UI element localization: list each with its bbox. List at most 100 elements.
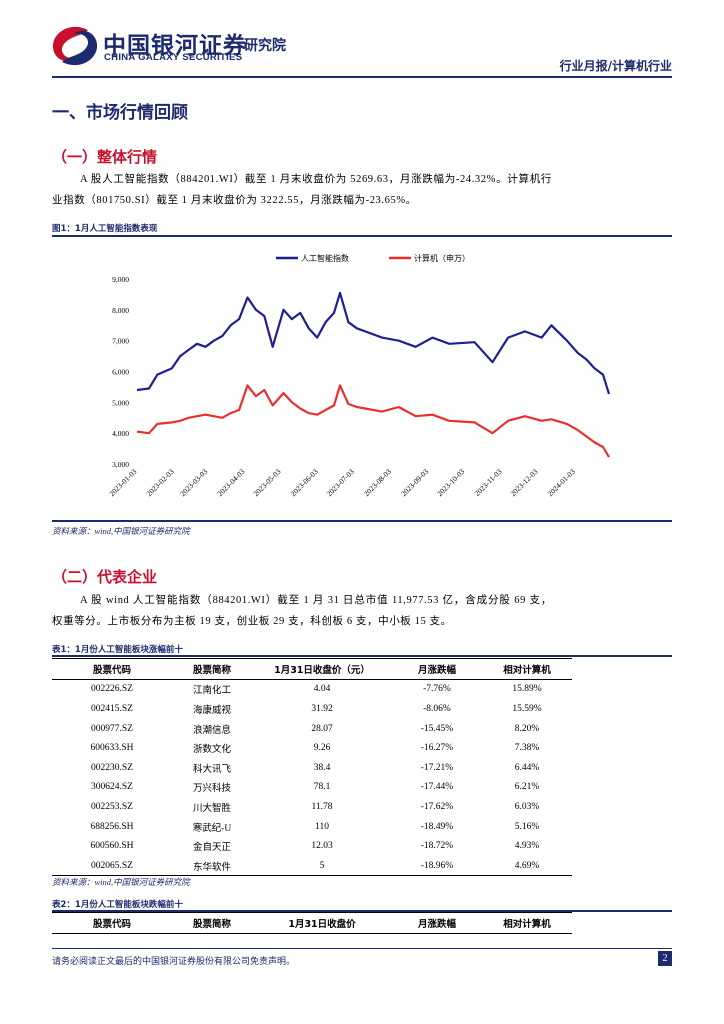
series-line	[136, 291, 611, 395]
table-cell: -17.21%	[420, 762, 454, 773]
header-cell: 月涨跌幅	[392, 912, 482, 934]
table-cell: 科大讯飞	[192, 764, 231, 775]
table: 股票代码 股票简称 1月31日收盘价（元） 月涨跌幅 相对计算机 002226.SZ 江南化…	[52, 658, 572, 876]
table-cell: 9.26	[313, 743, 331, 754]
logo-text: 中国银河证券	[103, 33, 247, 59]
table-cell: 浙数文化	[192, 745, 231, 756]
table-cell: 78.1	[313, 782, 331, 793]
x-tick-label: 2023-01-03	[107, 467, 138, 498]
caption-rule	[52, 910, 672, 912]
header-cell: 相对计算机	[482, 658, 572, 680]
table-cell: 002230.SZ	[91, 762, 133, 773]
table-row: 000977.SZ 浪潮信息 28.07 -15.45% 8.20%	[52, 719, 572, 739]
x-tick-label: 2023-05-03	[251, 467, 282, 498]
legend-label: 人工智能指数	[301, 253, 349, 263]
table-cell: 6.44%	[514, 762, 540, 773]
table-cell: -16.27%	[420, 743, 454, 754]
table-cell: 300624.SZ	[91, 782, 133, 793]
header-cell: 股票代码	[52, 912, 172, 934]
figure-source: 资料来源：wind,中国银河证券研究院	[52, 526, 190, 536]
table-cell: 5.16%	[514, 821, 540, 832]
x-tick-label: 2023-07-03	[325, 467, 356, 498]
table-cell: 7.38%	[514, 743, 540, 754]
table-cell: 002253.SZ	[91, 801, 133, 812]
table-cell: 4.04	[313, 684, 331, 695]
table-cell: 002415.SZ	[91, 703, 133, 714]
table-cell: -18.49%	[420, 821, 454, 832]
header-cell: 月涨跌幅	[392, 658, 482, 680]
subsection-title: （二）代表企业	[52, 568, 158, 586]
disclaimer: 请务必阅读正文最后的中国银河证券股份有限公司免责声明。	[52, 957, 296, 967]
table-cell: 4.93%	[514, 841, 540, 852]
table-row: 002253.SZ 川大智胜 11.78 -17.62% 6.03%	[52, 797, 572, 817]
table-caption: 表2：1月份人工智能板块跌幅前十	[52, 900, 183, 910]
table-cell: 000977.SZ	[91, 723, 133, 734]
x-tick-label: 2023-06-03	[289, 467, 320, 498]
section-title: 一、市场行情回顾	[52, 103, 188, 123]
table-cell: 002226.SZ	[91, 684, 133, 695]
header-cell: 相对计算机	[482, 912, 572, 934]
subsection-title: （一）整体行情	[52, 148, 158, 166]
table-cell: 5	[319, 860, 325, 871]
y-tick-label: 5,000	[112, 398, 129, 407]
table-cell: 川大智胜	[192, 803, 231, 814]
table-row: 688256.SH 寒武纪-U 110 -18.49% 5.16%	[52, 817, 572, 837]
table-cell: 31.92	[311, 703, 333, 714]
table-row: 600560.SH 金自天正 12.03 -18.72% 4.93%	[52, 836, 572, 856]
table-cell: 东华软件	[192, 862, 231, 873]
paragraph: A 股人工智能指数（884201.WI）截至 1 月末收盘价为 5269.63，…	[52, 174, 552, 206]
source-rule	[52, 520, 672, 522]
legend-label: 计算机（申万）	[414, 253, 470, 263]
report-type: 行业月报/计算机行业	[559, 59, 672, 73]
table-source: 资料来源：wind,中国银河证券研究院	[52, 875, 572, 888]
table-row: 300624.SZ 万兴科技 78.1 -17.44% 6.21%	[52, 778, 572, 798]
y-tick-label: 7,000	[112, 337, 129, 346]
table-cell: -8.06%	[423, 703, 451, 714]
header-rule	[52, 76, 672, 78]
table-cell: 万兴科技	[192, 784, 231, 795]
table-cell: 15.89%	[512, 684, 542, 695]
series-line	[136, 384, 610, 458]
y-tick-label: 8,000	[112, 306, 129, 315]
table-cell: 12.03	[311, 841, 333, 852]
table-cell: 海康威视	[192, 705, 231, 716]
x-tick-label: 2023-09-03	[399, 467, 430, 498]
y-tick-label: 9,000	[112, 275, 129, 284]
header-row: 股票代码 股票简称 1月31日收盘价 月涨跌幅 相对计算机	[52, 912, 572, 934]
table-cell: 38.4	[313, 762, 331, 773]
x-tick-label: 2023-04-03	[215, 467, 246, 498]
table-row: 600633.SH 浙数文化 9.26 -16.27% 7.38%	[52, 738, 572, 758]
caption-rule	[52, 655, 672, 657]
institute: 研究院	[244, 38, 286, 54]
logo-mark	[52, 26, 98, 66]
table-cell: 002065.SZ	[91, 860, 133, 871]
table-cell: 11.78	[311, 801, 333, 812]
table: 股票代码 股票简称 1月31日收盘价 月涨跌幅 相对计算机	[52, 912, 572, 934]
x-tick-label: 2023-08-03	[362, 467, 393, 498]
table-cell: 4.69%	[514, 860, 540, 871]
table-row: 002065.SZ 东华软件 5 -18.96% 4.69%	[52, 856, 572, 876]
table-cell: 28.07	[311, 723, 333, 734]
table-cell: 600633.SH	[90, 743, 134, 754]
table-cell: 110	[315, 821, 329, 832]
figure-caption: 图1：1月人工智能指数表现	[52, 224, 158, 234]
table-cell: 江南化工	[192, 686, 231, 697]
header-cell: 股票简称	[172, 658, 252, 680]
table-cell: -17.62%	[420, 801, 454, 812]
table-cell: 6.21%	[514, 782, 540, 793]
x-tick-label: 2024-01-03	[546, 467, 577, 498]
header-cell: 1月31日收盘价（元）	[252, 658, 392, 680]
header-cell: 1月31日收盘价	[252, 912, 392, 934]
paragraph: A 股 wind 人工智能指数（884201.WI）截至 1 月 31 日总市值…	[52, 595, 552, 627]
header-cell: 股票简称	[172, 912, 252, 934]
table-cell: -17.44%	[420, 782, 454, 793]
logo-english: CHINA GALAXY SECURITIES	[104, 52, 243, 63]
table-cell: 6.03%	[514, 801, 540, 812]
table-row: 002230.SZ 科大讯飞 38.4 -17.21% 6.44%	[52, 758, 572, 778]
table-cell: 15.59%	[512, 703, 542, 714]
page-number: 2	[658, 951, 672, 966]
table-row: 002226.SZ 江南化工 4.04 -7.76% 15.89%	[52, 679, 572, 699]
table-caption: 表1：1月份人工智能板块涨幅前十	[52, 645, 183, 655]
